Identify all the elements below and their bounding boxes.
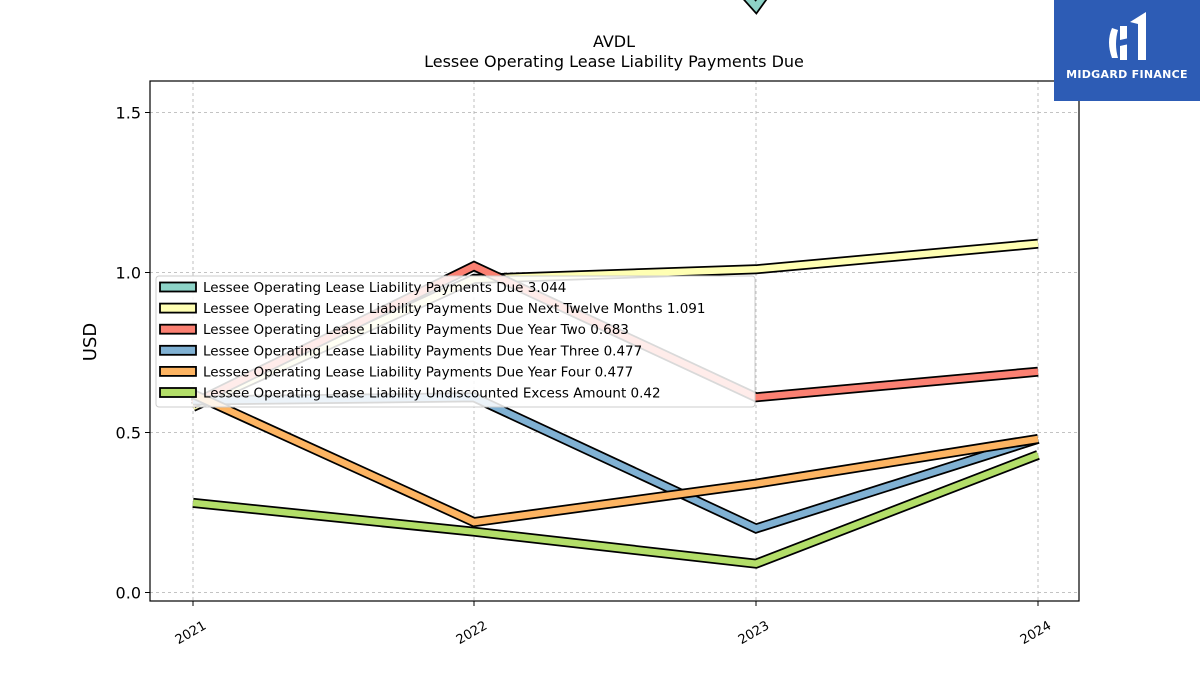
- series-1-outline: [743, 0, 768, 15]
- logo-text: MIDGARD FINANCE: [1066, 68, 1188, 81]
- legend-swatch: [159, 302, 197, 314]
- legend: Lessee Operating Lease Liability Payment…: [155, 275, 756, 408]
- plot-area-frame: [149, 80, 1080, 602]
- y-tick-label: 1.0: [116, 264, 141, 283]
- legend-swatch: [159, 387, 197, 398]
- legend-label: Lessee Operating Lease Liability Payment…: [203, 364, 633, 380]
- series-1-line: [745, 0, 765, 13]
- legend-label: Lessee Operating Lease Liability Payment…: [203, 322, 629, 338]
- chart-subtitle: Lessee Operating Lease Liability Payment…: [424, 52, 804, 71]
- legend-label: Lessee Operating Lease Liability Payment…: [203, 280, 566, 296]
- logo-mark-icon: [1109, 12, 1146, 60]
- midgard-finance-logo: MIDGARD FINANCE: [1054, 0, 1200, 101]
- y-tick-label: 1.5: [116, 104, 141, 123]
- grid-lines: [150, 81, 1079, 601]
- legend-box: [155, 275, 756, 408]
- legend-label: Lessee Operating Lease Liability Undisco…: [203, 386, 661, 402]
- legend-swatch: [159, 323, 197, 335]
- y-axis-label: USD: [80, 323, 101, 361]
- legend-swatch: [159, 344, 197, 356]
- series-6-line: [192, 451, 1040, 568]
- chart-title: AVDL: [593, 32, 635, 51]
- series-5-line: [191, 391, 1039, 526]
- x-tick-label: 2022: [454, 618, 490, 648]
- y-tick-label: 0.5: [116, 424, 141, 443]
- legend-swatch: [159, 365, 197, 377]
- y-tick-label: 0.0: [116, 584, 141, 603]
- x-tick-label: 2023: [736, 618, 772, 648]
- x-tick-label: 2021: [173, 618, 209, 648]
- x-tick-label: 2024: [1018, 618, 1054, 648]
- legend-swatch: [159, 281, 197, 293]
- legend-label: Lessee Operating Lease Liability Payment…: [203, 343, 642, 359]
- legend-label: Lessee Operating Lease Liability Payment…: [203, 301, 705, 317]
